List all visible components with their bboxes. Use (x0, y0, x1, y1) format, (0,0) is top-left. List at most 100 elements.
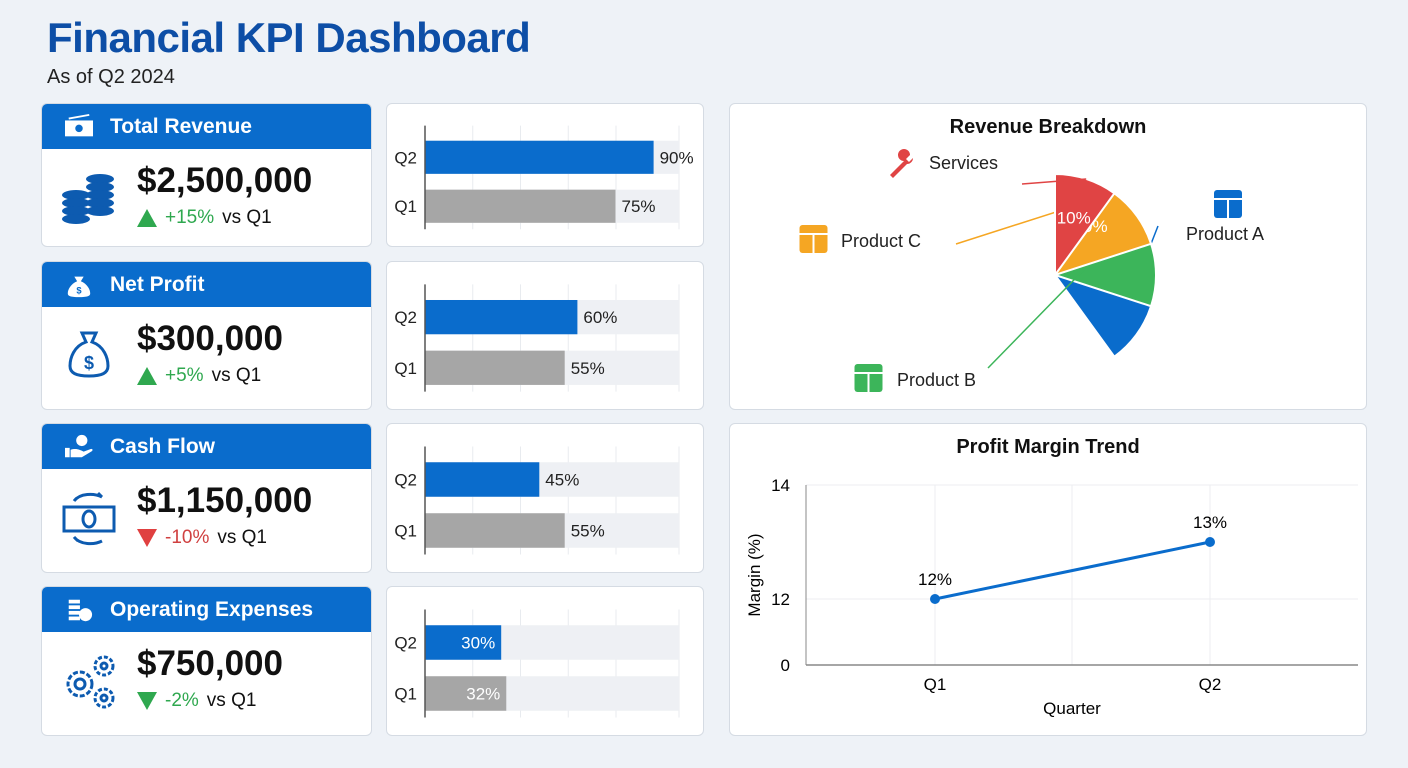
data-label: 30% (461, 634, 495, 653)
data-point (1205, 537, 1215, 547)
kpi-header: Operating Expenses (42, 587, 371, 632)
box-icon-detail (1214, 198, 1242, 218)
kpi-header: Cash Flow (42, 424, 371, 469)
category-label: Q2 (394, 634, 417, 653)
box-icon-detail (799, 233, 828, 253)
trend-up-icon (137, 209, 157, 227)
gears-icon (66, 655, 115, 709)
line-chart: 0 12 14 Q1 Q2 12% 13% Quarter Margin (%) (745, 476, 1358, 718)
change-suffix: vs Q1 (217, 527, 267, 548)
bar-q2 (425, 140, 654, 174)
pie-chart: 40%Product A30%Product B20%Product C10%S… (799, 149, 1264, 392)
kpi-card: Cash Flow $1,150,000 -10% vs Q1 (41, 423, 372, 573)
page-subtitle: As of Q2 2024 (47, 66, 175, 88)
money-bag-icon: $ (68, 331, 110, 378)
legend-label: Services (929, 153, 998, 173)
category-label: Q2 (394, 471, 417, 490)
bar-chart: Q2 90% Q1 75% (394, 125, 694, 230)
kpi-value: $750,000 (137, 644, 283, 683)
kpi-value: $300,000 (137, 319, 283, 358)
hand-coin-icon (65, 434, 93, 457)
kpi-bar-chart-card: Q2 45% Q1 55% (386, 423, 704, 573)
category-label: Q1 (394, 197, 417, 216)
change-suffix: vs Q1 (211, 365, 262, 386)
money-bill-icon (65, 113, 93, 136)
y-axis-label: Margin (%) (745, 533, 764, 616)
kpi-bar-chart-card: Q2 90% Q1 75% (386, 103, 704, 247)
x-axis-label: Quarter (1043, 699, 1101, 718)
change-value: -10% (165, 527, 210, 548)
coins-icon (68, 599, 93, 621)
kpi-header: $ Net Profit (42, 262, 371, 307)
data-label: 32% (466, 685, 500, 704)
change-suffix: vs Q1 (222, 207, 272, 228)
category-label: Q2 (394, 148, 417, 167)
kpi-card: Total Revenue $2,500,000 +15% vs Q1 (41, 103, 372, 247)
y-tick-label: 0 (781, 656, 790, 675)
legend-label: Product C (841, 231, 921, 251)
category-label: Q1 (394, 359, 417, 378)
kpi-label: Cash Flow (110, 434, 216, 458)
series-line (934, 540, 1211, 601)
bar-chart: Q2 45% Q1 55% (394, 446, 680, 555)
category-label: Q1 (394, 685, 417, 704)
trend-down-icon (137, 692, 157, 710)
bar-q1 (425, 676, 507, 711)
data-label: 55% (571, 522, 605, 541)
bar-chart: Q2 60% Q1 55% (394, 284, 680, 392)
kpi-card: Operating Expenses $750,000 -2% vs Q1 (41, 586, 372, 736)
change-value: +15% (165, 207, 215, 228)
cash-cycle-icon (62, 491, 116, 546)
category-label: Q2 (394, 308, 417, 327)
legend-label: Product A (1186, 224, 1264, 244)
legend-label: Product B (897, 370, 976, 390)
kpi-change: +15% vs Q1 (137, 207, 272, 229)
bar-q2 (425, 625, 502, 660)
data-label: 60% (583, 308, 617, 327)
kpi-change: -2% vs Q1 (137, 690, 256, 712)
box-icon-detail (854, 372, 883, 392)
category-label: Q1 (394, 522, 417, 541)
change-value: -2% (165, 690, 199, 711)
money-bag-icon: $ (67, 276, 91, 297)
data-label: 90% (660, 148, 694, 167)
svg-text:$: $ (84, 353, 94, 373)
kpi-value: $2,500,000 (137, 161, 313, 200)
data-label: 55% (571, 359, 605, 378)
kpi-bar-chart-card: Q2 30% Q1 32% (386, 586, 704, 736)
kpi-label: Operating Expenses (110, 597, 314, 621)
leader-line (1021, 178, 1087, 185)
y-tick-label: 14 (771, 476, 790, 495)
slice-label: 10% (1057, 208, 1091, 227)
trend-up-icon (137, 367, 157, 385)
data-label: 13% (1193, 513, 1227, 532)
change-suffix: vs Q1 (206, 690, 257, 711)
bar-chart: Q2 30% Q1 32% (394, 609, 680, 718)
pie-title: Revenue Breakdown (949, 116, 1147, 138)
kpi-card: $ Net Profit $ $300,000 +5% vs Q1 (41, 261, 372, 410)
leader-line (1150, 225, 1159, 245)
bar-q2 (425, 462, 540, 497)
x-tick-label: Q1 (924, 675, 947, 694)
y-tick-label: 12 (771, 590, 790, 609)
svg-text:$: $ (76, 285, 82, 295)
coin-stack-icon (62, 174, 114, 224)
bar-q1 (425, 350, 565, 385)
kpi-bar-chart-card: Q2 60% Q1 55% (386, 261, 704, 410)
x-tick-label: Q2 (1199, 675, 1222, 694)
data-label: 12% (918, 570, 952, 589)
kpi-change: -10% vs Q1 (137, 527, 267, 549)
profit-margin-panel: Profit Margin Trend 0 12 14 Q1 Q2 12% 13% Quart… (729, 423, 1367, 736)
revenue-breakdown-panel: Revenue Breakdown 40%Product A30%Product… (729, 103, 1367, 410)
wrench-icon (890, 149, 913, 178)
line-title: Profit Margin Trend (956, 436, 1140, 458)
data-point (930, 594, 940, 604)
bar-q2 (425, 299, 578, 335)
change-value: +5% (165, 365, 204, 386)
kpi-label: Total Revenue (110, 114, 252, 138)
kpi-header: Total Revenue (42, 104, 371, 149)
data-label: 75% (622, 197, 656, 216)
page-title: Financial KPI Dashboard (47, 14, 531, 61)
bar-q1 (425, 513, 565, 548)
kpi-change: +5% vs Q1 (137, 365, 261, 387)
